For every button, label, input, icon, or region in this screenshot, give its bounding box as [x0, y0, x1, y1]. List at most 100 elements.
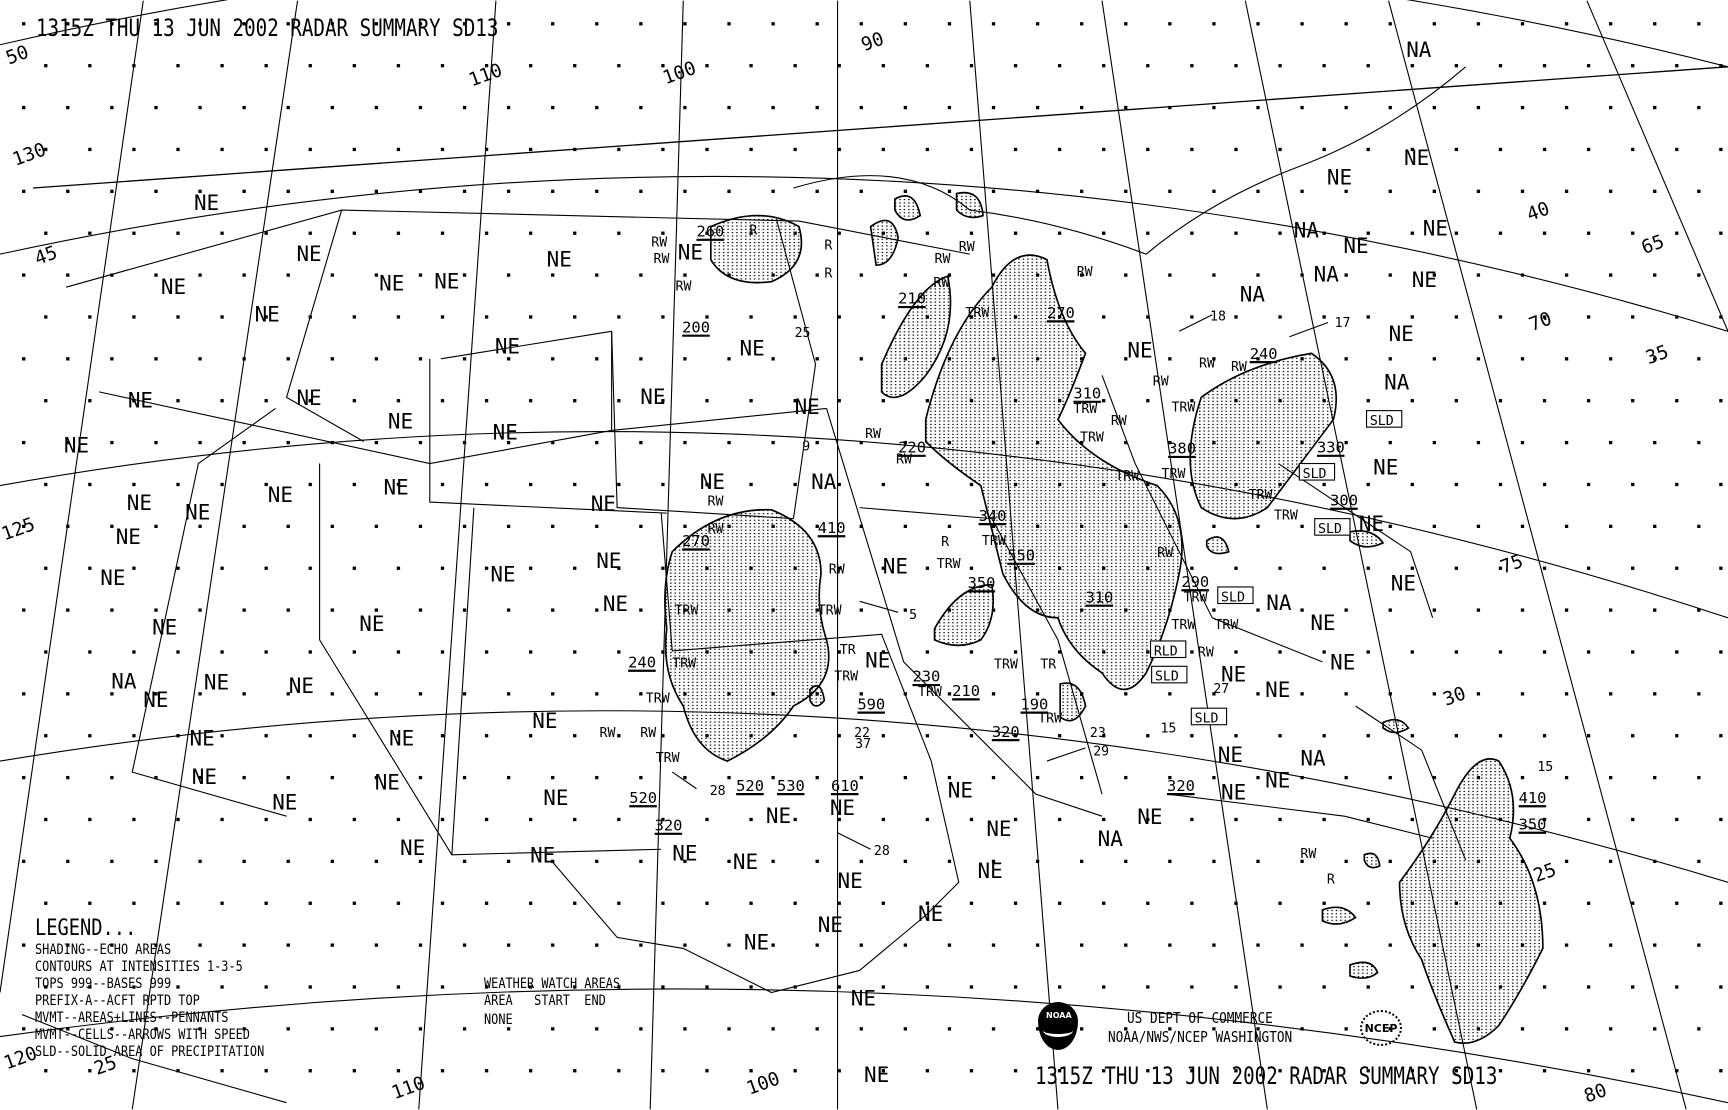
coastline: [793, 66, 1467, 255]
grid-dot: [1190, 315, 1194, 319]
grid-dot: [837, 734, 841, 738]
precip-type: TRW: [1171, 401, 1195, 416]
status-na: NA: [1314, 263, 1340, 287]
grid-dot: [1190, 901, 1194, 905]
grid-dot: [44, 482, 48, 487]
echo-area: [933, 583, 995, 647]
status-ne: NE: [530, 843, 555, 867]
state-border: [451, 507, 475, 855]
grid-dot: [815, 105, 819, 110]
grid-dot: [1366, 399, 1370, 403]
status-ne: NE: [100, 566, 125, 590]
grid-dot: [793, 315, 797, 319]
grid-dot: [551, 22, 555, 26]
grid-dot: [484, 566, 489, 570]
legend-line: CONTOURS AT INTENSITIES 1-3-5: [35, 959, 243, 975]
cell-speed: 9: [802, 439, 810, 454]
grid-dot: [44, 399, 48, 403]
grid-dot: [1366, 64, 1370, 68]
grid-dot: [991, 22, 996, 26]
grid-dot: [88, 315, 92, 319]
grid-dot: [154, 1027, 158, 1031]
grid-dot: [484, 315, 489, 319]
grid-dot: [330, 1027, 334, 1031]
grid-dot: [573, 64, 577, 68]
grid-dot: [1256, 189, 1260, 193]
grid-dot: [1366, 1069, 1370, 1073]
grid-dot: [1432, 440, 1436, 445]
legend-line: MVMT--CELLS--ARROWS WITH SPEED: [35, 1027, 250, 1043]
grid-dot: [132, 147, 136, 152]
grid-dot: [661, 64, 665, 68]
grid-dot: [705, 985, 709, 989]
grid-dot: [1300, 943, 1304, 947]
graticule-line: [649, 0, 684, 1110]
grid-dot: [639, 608, 643, 612]
grid-dot: [727, 189, 731, 193]
grid-dot: [110, 22, 114, 26]
grid-dot: [1256, 105, 1260, 110]
precip-type: RW: [896, 453, 912, 468]
grid-dot: [506, 357, 511, 361]
grid-label: 80: [1581, 1080, 1609, 1107]
grid-dot: [1609, 189, 1613, 193]
grid-dot: [1212, 859, 1216, 864]
grid-dot: [1124, 105, 1128, 110]
grid-dot: [771, 943, 775, 947]
grid-dot: [1212, 524, 1216, 528]
grid-dot: [1366, 566, 1370, 570]
grid-dot: [1410, 817, 1414, 822]
grid-dot: [1454, 147, 1459, 152]
status-na: NA: [111, 669, 137, 693]
grid-dot: [859, 189, 863, 193]
grid-dot: [947, 775, 952, 780]
state-border: [1278, 463, 1434, 618]
echo-area: [809, 685, 826, 707]
grid-dot: [1057, 231, 1062, 235]
precip-type: TRW: [982, 534, 1006, 549]
echo-top: 320: [655, 817, 683, 835]
grid-dot: [991, 1027, 996, 1031]
grid-dot: [1057, 734, 1062, 738]
grid-dot: [551, 524, 555, 528]
watch-value: NONE: [484, 1012, 513, 1028]
grid-dot: [1366, 650, 1370, 654]
grid-dot: [462, 524, 467, 528]
grid-dot: [1124, 859, 1128, 864]
state-border: [1168, 793, 1433, 839]
grid-dot: [925, 566, 930, 570]
precip-type: TRW: [646, 692, 670, 707]
grid-dot: [1564, 524, 1569, 528]
grid-dot: [1124, 943, 1128, 947]
grid-dot: [573, 985, 577, 989]
status-ne: NE: [192, 765, 217, 789]
grid-dot: [969, 817, 974, 822]
grid-dot: [66, 608, 70, 612]
grid-dot: [991, 775, 996, 780]
grid-dot: [969, 985, 974, 989]
grid-dot: [947, 1027, 952, 1031]
grid-dot: [44, 64, 48, 68]
status-ne: NE: [739, 337, 764, 361]
grid-dot: [661, 566, 665, 570]
grid-dot: [925, 985, 930, 989]
grid-dot: [969, 1069, 974, 1073]
grid-dot: [1388, 608, 1392, 612]
grid-dot: [330, 524, 334, 528]
grid-dot: [1498, 231, 1503, 235]
status-ne: NE: [434, 269, 459, 293]
grid-dot: [1432, 22, 1436, 26]
grid-dot: [506, 189, 511, 193]
grid-dot: [837, 147, 841, 152]
grid-dot: [1586, 147, 1591, 152]
status-ne: NE: [700, 470, 725, 494]
grid-dot: [639, 943, 643, 947]
grid-dot: [110, 524, 114, 528]
precip-type: RW: [1111, 414, 1127, 429]
grid-dot: [859, 608, 863, 612]
sld-label: SLD: [1155, 670, 1179, 685]
grid-dot: [264, 315, 268, 319]
grid-dot: [176, 64, 180, 68]
grid-dot: [1586, 399, 1591, 403]
grid-dot: [1432, 1027, 1436, 1031]
